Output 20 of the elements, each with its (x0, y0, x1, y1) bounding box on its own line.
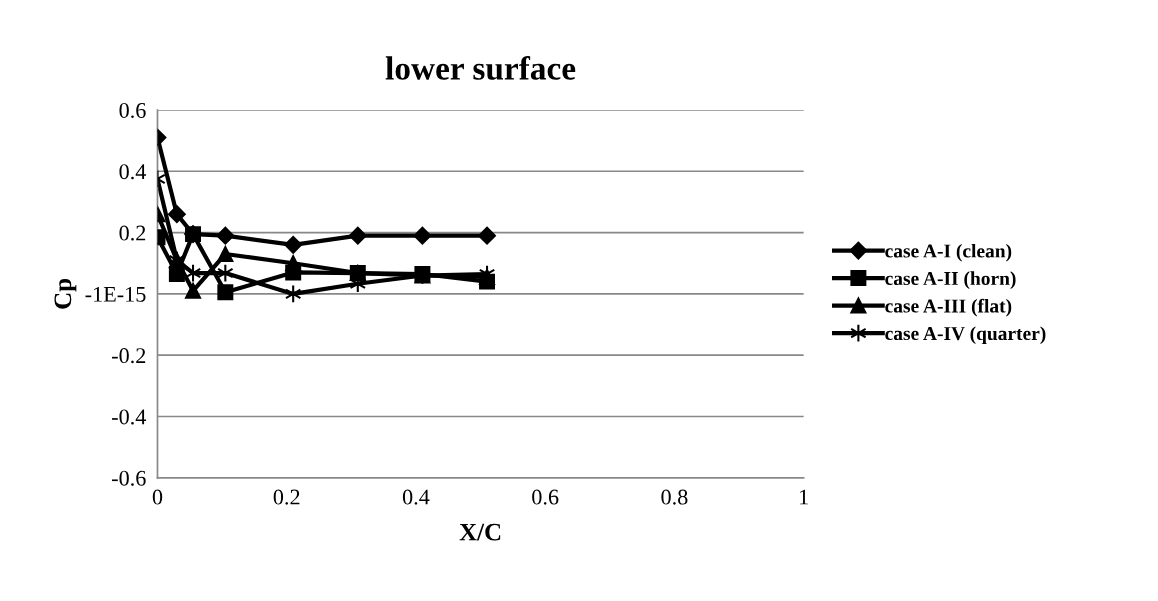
y-tick-label: 0.4 (119, 164, 147, 180)
x-tick-label: 0.2 (273, 489, 300, 505)
x-axis-title: X/C (459, 523, 501, 541)
y-tick-label: 0.6 (119, 102, 146, 119)
legend-label: case A-II (horn) (885, 271, 1016, 289)
x-tick-label: 0 (152, 489, 163, 505)
y-axis-title: Cp (54, 278, 77, 309)
chart-title: lower surface (385, 55, 576, 80)
legend-label: case A-III (flat) (885, 298, 1012, 317)
legend-label: case A-IV (quarter) (885, 326, 1046, 345)
x-tick-label: 0.6 (532, 489, 559, 505)
x-tick-label: 1 (800, 489, 808, 505)
x-tick-label: 0.8 (661, 489, 688, 505)
x-tick-label: 0.4 (402, 489, 430, 505)
y-tick-label: -1E-15 (85, 286, 146, 302)
y-tick-label: -0.2 (112, 348, 146, 364)
y-tick-label: 0.2 (119, 225, 146, 241)
y-tick-label: -0.6 (112, 470, 146, 486)
legend-label: case A-I (clean) (885, 243, 1012, 262)
y-tick-label: -0.4 (112, 409, 147, 425)
